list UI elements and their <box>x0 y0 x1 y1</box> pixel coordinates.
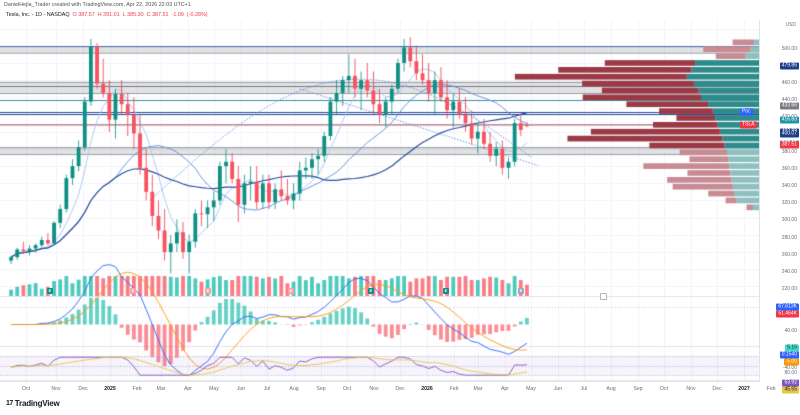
time-tick-2026: 2026 <box>421 386 433 392</box>
time-tick-Sep: Sep <box>633 386 643 392</box>
rsi-scale-top: 80.00 <box>784 370 797 376</box>
tradingview-logo: 17 TradingView <box>6 399 60 408</box>
time-tick-Sep: Sep <box>316 386 326 392</box>
price-tag-poc-level-2: 400.07 <box>779 130 799 138</box>
time-tick-Mar: Mar <box>156 386 166 392</box>
price-tick-460: 460.00 <box>781 79 797 86</box>
macd-tag-line: 0.1540 <box>779 351 799 359</box>
macd-tag-hist: -5.00 <box>783 358 799 366</box>
time-tick-May: May <box>526 386 536 392</box>
price-tick-440: 440.00 <box>781 97 797 104</box>
rsi-tag-value: 53.92 <box>782 379 799 387</box>
level-tag-poc-tag: Poc <box>740 108 753 116</box>
time-tick-Dec: Dec <box>712 386 722 392</box>
time-axis[interactable]: Oct Nov Dec 2025 Feb Mar Apr May Jun Jul Aug Sep Oct… <box>0 381 775 398</box>
price-tag-vah: 479.86 <box>779 62 799 70</box>
logo-text: TradingView <box>14 399 60 408</box>
price-tick-340: 340.00 <box>781 183 797 190</box>
earnings-marker-0[interactable]: E <box>47 288 53 294</box>
level-tag-tsla-tag: TSLA <box>740 121 757 129</box>
price-tag-last-price: 387.51 <box>779 141 799 149</box>
earnings-marker-2[interactable]: E <box>205 288 211 294</box>
currency-label: USD <box>785 22 796 28</box>
time-tick-Jun: Jun <box>553 386 563 392</box>
rsi-tag-ma: 45.65 <box>782 386 799 394</box>
price-tick-240: 240.00 <box>781 269 797 276</box>
earnings-marker-5[interactable]: E <box>443 288 449 294</box>
price-axis[interactable]: USD 500.00480.00460.00440.00420.00400.00… <box>759 20 800 395</box>
time-tick-Dec: Dec <box>78 386 88 392</box>
time-tick-Apr: Apr <box>183 386 193 392</box>
price-tick-500: 500.00 <box>781 45 797 52</box>
time-tick-2025: 2025 <box>104 386 116 392</box>
volume-tag-ma: 51.464K <box>776 310 799 318</box>
time-tick-Oct: Oct <box>342 386 352 392</box>
earnings-marker-4[interactable]: E <box>368 288 374 294</box>
price-tick-260: 260.00 <box>781 251 797 258</box>
price-tick-320: 320.00 <box>781 200 797 207</box>
time-tick-Apr: Apr <box>500 386 510 392</box>
logo-mark-icon: 17 <box>6 400 13 407</box>
time-tick-Feb: Feb <box>132 386 142 392</box>
macd-scale-top: 40.00 <box>784 328 797 334</box>
time-tick-Feb: Feb <box>449 386 459 392</box>
time-tick-May: May <box>209 386 219 392</box>
time-tick-Nov: Nov <box>51 386 61 392</box>
time-tick-Oct: Oct <box>21 386 31 392</box>
chart-flag-marker[interactable] <box>600 293 607 300</box>
time-tick-Oct: Oct <box>659 386 669 392</box>
earnings-marker-3[interactable]: E <box>288 288 294 294</box>
price-tick-380: 380.00 <box>781 148 797 155</box>
time-tick-Jun: Jun <box>236 386 246 392</box>
time-tick-Mar: Mar <box>473 386 483 392</box>
time-tick-2027: 2027 <box>738 386 750 392</box>
price-tick-300: 300.00 <box>781 217 797 224</box>
time-tick-Jul: Jul <box>580 386 588 392</box>
price-tag-val-upper: 416.83 <box>779 116 799 124</box>
price-tag-grey-level: 433.66 <box>779 102 799 110</box>
time-tick-Jul: Jul <box>263 386 271 392</box>
time-tick-Nov: Nov <box>369 386 379 392</box>
time-tick-Aug: Aug <box>289 386 299 392</box>
macd-scale-bottom: -40.00 <box>782 365 797 371</box>
volume-tag-value: 67.613K <box>776 303 799 311</box>
time-tick-Nov: Nov <box>686 386 696 392</box>
time-tick-Dec: Dec <box>395 386 405 392</box>
price-tick-360: 360.00 <box>781 165 797 172</box>
earnings-marker-1[interactable]: E <box>130 288 136 294</box>
price-tick-280: 280.00 <box>781 234 797 241</box>
time-tick-Feb: Feb <box>766 386 776 392</box>
earnings-marker-6[interactable]: E <box>518 288 524 294</box>
time-tick-Aug: Aug <box>606 386 616 392</box>
macd-tag-signal: 5.15 <box>785 344 799 352</box>
price-tick-220: 220.00 <box>781 286 797 293</box>
